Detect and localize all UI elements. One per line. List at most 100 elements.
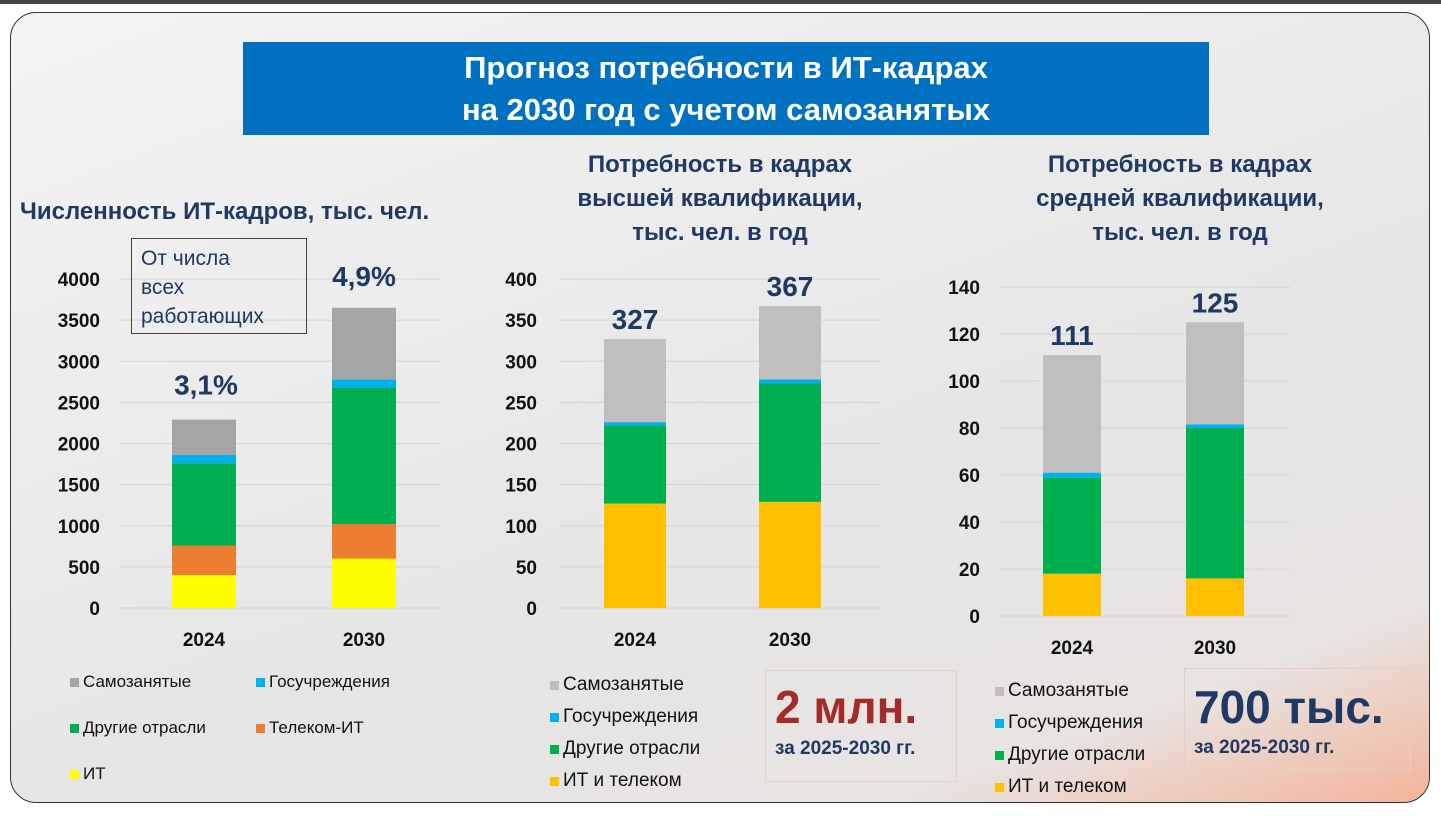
top-bar (0, 0, 1441, 4)
chart2-title: Потребность в кадрах высшей квалификации… (520, 148, 920, 250)
x-tick-label: 2030 (1194, 638, 1236, 659)
slide-title: Прогноз потребности в ИТ-кадрах на 2030 … (243, 42, 1209, 135)
legend-item: Другие отрасли (550, 738, 700, 760)
legend-item: Другие отрасли (995, 744, 1145, 766)
y-tick-label: 1500 (58, 476, 100, 497)
bar-segment-Самозанятые (604, 339, 666, 423)
data-label: 4,9% (332, 261, 396, 292)
legend-swatch (995, 718, 1004, 728)
title-line-1: Прогноз потребности в ИТ-кадрах (464, 50, 988, 85)
legend-label: ИТ (83, 764, 106, 783)
bar-segment-Телеком-ИТ (332, 524, 396, 559)
callout1-period: за 2025-2030 гг. (775, 738, 916, 759)
legend-label: Самозанятые (1008, 680, 1129, 701)
y-tick-label: 250 (505, 393, 537, 414)
y-tick-label: 150 (505, 476, 537, 497)
callout1-box (765, 670, 957, 782)
bar-segment-ИТ и телеком (1186, 578, 1244, 616)
legend-swatch (995, 750, 1004, 760)
legend-label: Другие отрасли (83, 718, 206, 737)
bar-segment-Самозанятые (1043, 355, 1101, 473)
y-tick-label: 0 (89, 599, 100, 620)
y-tick-label: 80 (959, 419, 980, 440)
bar-segment-Другие отрасли (172, 463, 236, 546)
legend-swatch (550, 712, 559, 722)
title-line-2: на 2030 год с учетом самозанятых (461, 92, 991, 127)
y-tick-label: 100 (505, 517, 537, 538)
bar-segment-Госучреждения (759, 379, 821, 384)
chart3-title: Потребность в кадрах средней квалификаци… (980, 148, 1380, 250)
bar-segment-Госучреждения (1186, 424, 1244, 428)
bar-segment-Самозанятые (332, 307, 396, 380)
legend-label: Другие отрасли (1008, 744, 1146, 765)
bar-segment-ИТ (332, 558, 396, 608)
y-tick-label: 40 (959, 513, 980, 534)
x-tick-label: 2024 (183, 630, 226, 651)
bar-segment-ИТ и телеком (759, 501, 821, 608)
y-tick-label: 350 (505, 311, 537, 332)
chart3-title-line: Потребность в кадрах (1047, 151, 1313, 178)
callout1-value: 2 млн. (775, 681, 918, 733)
y-tick-label: 0 (969, 607, 980, 628)
note-line: работающих (141, 305, 264, 328)
y-tick-label: 400 (505, 270, 537, 291)
legend-swatch (70, 723, 79, 733)
bar-segment-Госучреждения (172, 455, 236, 464)
legend-swatch (995, 782, 1004, 792)
x-tick-label: 2030 (343, 630, 385, 651)
y-tick-label: 3500 (58, 311, 100, 332)
legend-swatch (256, 677, 265, 687)
legend-label: ИТ и телеком (563, 770, 682, 791)
legend-item: Госучреждения (995, 712, 1143, 734)
x-tick-label: 2024 (614, 630, 657, 651)
legend-item: Самозанятые (70, 672, 191, 692)
callout2-value: 700 тыс. (1194, 681, 1384, 733)
y-tick-label: 60 (959, 466, 980, 487)
legend-item: ИТ и телеком (550, 770, 682, 792)
legend-label: Самозанятые (83, 672, 192, 691)
bar-segment-Другие отрасли (1043, 477, 1101, 574)
bar-segment-Телеком-ИТ (172, 545, 236, 576)
note-box: От числа всех работающих (131, 238, 307, 334)
bar-segment-Другие отрасли (1186, 428, 1244, 579)
legend-item: Госучреждения (256, 672, 390, 692)
data-label: 125 (1192, 287, 1239, 318)
legend-label: ИТ и телеком (1008, 776, 1127, 797)
bar-segment-Самозанятые (1186, 322, 1244, 425)
legend-item: Самозанятые (995, 680, 1129, 702)
legend-label: Самозанятые (563, 674, 684, 695)
bar-segment-Другие отрасли (759, 383, 821, 502)
legend-swatch (70, 769, 79, 779)
legend-swatch (70, 677, 79, 687)
bar-segment-Другие отрасли (332, 387, 396, 525)
bar-segment-Другие отрасли (604, 425, 666, 504)
callout2-box (1184, 668, 1411, 770)
y-tick-label: 50 (516, 558, 537, 579)
bar-segment-ИТ и телеком (1043, 573, 1101, 616)
data-label: 327 (612, 304, 659, 335)
legend-swatch (550, 776, 559, 786)
legend-swatch (550, 680, 559, 690)
legend-item: Телеком-ИТ (256, 718, 364, 738)
x-tick-label: 2030 (769, 630, 811, 651)
legend-item: Госучреждения (550, 706, 698, 728)
y-tick-label: 4000 (58, 270, 100, 291)
legend-label: Госучреждения (1008, 712, 1144, 733)
y-tick-label: 100 (948, 372, 980, 393)
y-tick-label: 1000 (58, 517, 100, 538)
chart3-title-line: тыс. чел. в год (1092, 219, 1268, 246)
legend-item: Самозанятые (550, 674, 684, 696)
legend-item: ИТ и телеком (995, 776, 1127, 798)
y-tick-label: 140 (948, 278, 980, 299)
legend-item: Другие отрасли (70, 718, 206, 738)
chart2-title-line: Потребность в кадрах (587, 151, 853, 178)
legend-label: Другие отрасли (563, 738, 701, 759)
chart3-title-line: средней квалификации, (1036, 185, 1324, 212)
y-tick-label: 20 (959, 560, 980, 581)
legend-swatch (995, 686, 1004, 696)
y-tick-label: 2500 (58, 393, 100, 414)
chart2-title-line: высшей квалификации, (577, 185, 863, 212)
legend-swatch (550, 744, 559, 754)
legend-item: ИТ (70, 764, 106, 784)
